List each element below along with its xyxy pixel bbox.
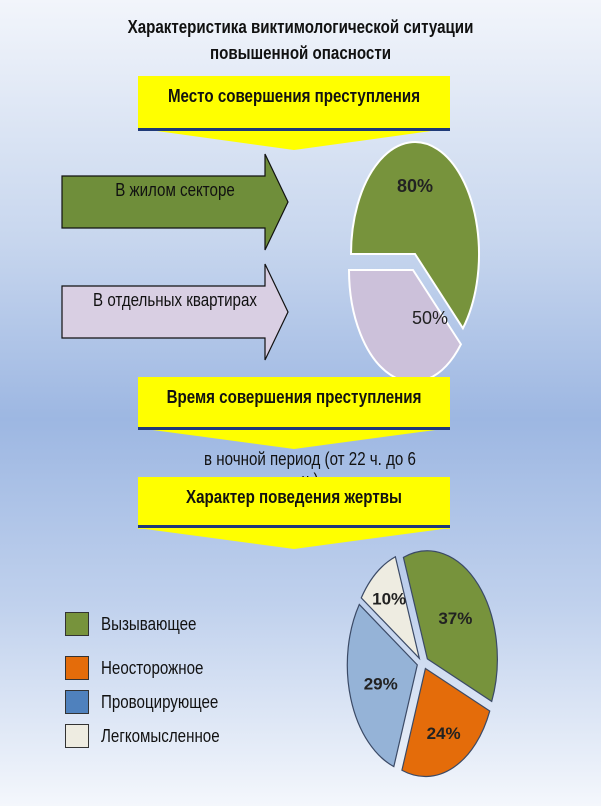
place-pie-chart: 80% 50% xyxy=(347,141,480,383)
arrow-apartments-fill xyxy=(61,263,289,361)
arrow-residential-label: В жилом секторе xyxy=(115,180,235,200)
pie-data-label: 10% xyxy=(372,590,406,609)
legend-label: Легкомысленное xyxy=(101,726,220,746)
pie-data-label: 24% xyxy=(427,724,461,743)
banner-place-label: Место совершения преступления xyxy=(167,86,421,106)
arrow-apartments-shape xyxy=(61,263,289,361)
arrow-residential-fill xyxy=(61,153,289,251)
arrow-apartments: В отдельных квартирах xyxy=(60,262,290,362)
pie-slice xyxy=(349,141,480,331)
pie-slice xyxy=(347,269,463,383)
arrow-residential-shape xyxy=(61,153,289,251)
banner-time: Время совершения преступления xyxy=(138,377,450,449)
banner-underline xyxy=(138,427,450,430)
pie-data-label: 80% xyxy=(397,176,433,196)
legend-swatch xyxy=(65,612,89,636)
legend-swatch xyxy=(65,724,89,748)
banner-underline xyxy=(138,525,450,528)
pie-data-label: 29% xyxy=(364,674,398,693)
pie-data-label: 37% xyxy=(438,609,472,628)
banner-behavior-label: Характер поведения жертвы xyxy=(186,487,402,507)
legend-label: Провоцирующее xyxy=(101,692,219,712)
arrow-apartments-label: В отдельных квартирах xyxy=(93,290,257,310)
pie-slice xyxy=(402,550,498,703)
behavior-pie-chart: 37% 24% 29% 10% xyxy=(346,550,498,778)
banner-place: Место совершения преступления xyxy=(138,76,450,150)
banner-underline xyxy=(138,128,450,131)
page-title: Характеристика виктимологической ситуаци… xyxy=(127,17,474,63)
legend-label: Вызывающее xyxy=(101,614,197,634)
banner-behavior: Характер поведения жертвы xyxy=(138,477,450,549)
legend-swatch xyxy=(65,656,89,680)
pie-data-label: 50% xyxy=(412,308,448,328)
pie-slice xyxy=(346,603,418,768)
pie-slice xyxy=(360,555,421,661)
banner-time-label: Время совершения преступления xyxy=(166,387,422,407)
legend-label: Неосторожное xyxy=(101,658,204,678)
pie-slice xyxy=(401,667,491,778)
arrow-residential: В жилом секторе xyxy=(60,152,290,252)
legend-swatch xyxy=(65,690,89,714)
